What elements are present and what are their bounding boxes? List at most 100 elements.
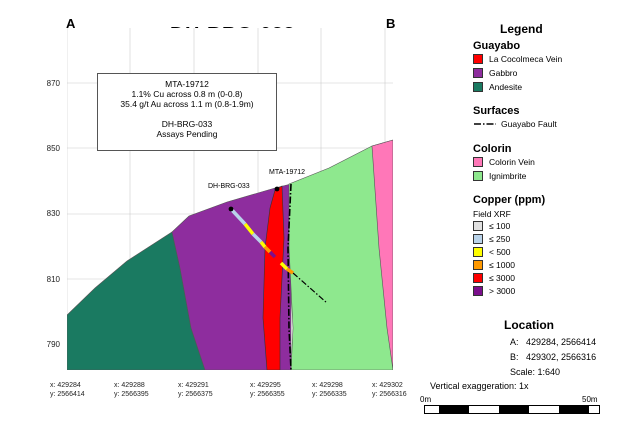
legend-item-label: ≤ 3000 xyxy=(489,273,515,283)
x-tick-northing: y: 2566395 xyxy=(114,391,149,398)
legend-heading-colorin: Colorin xyxy=(473,143,512,155)
section-end-label: B xyxy=(386,16,396,31)
legend-item-label: Andesite xyxy=(489,82,523,92)
x-tick-label: x: 429298 y: 2566335 xyxy=(312,381,347,399)
x-tick-label: x: 429291 y: 2566375 xyxy=(178,381,213,399)
x-tick-label: x: 429295 y: 2566355 xyxy=(250,381,285,399)
x-tick-northing: y: 2566335 xyxy=(312,391,347,398)
la-cocolmeca-vein-unit xyxy=(262,185,285,370)
legend-swatch xyxy=(473,273,483,283)
x-tick-label: x: 429302 y: 2566316 xyxy=(372,381,407,399)
legend-item: Colorin Vein xyxy=(473,157,535,167)
location-heading: Location xyxy=(504,318,554,332)
scale-bar-start-label: 0m xyxy=(420,395,432,404)
drill-collar-marker xyxy=(228,206,234,212)
legend-item: ≤ 250 xyxy=(473,234,510,244)
drill-hole-assays xyxy=(229,207,294,275)
scale-bar xyxy=(424,405,600,414)
assay-segment xyxy=(279,261,289,271)
legend-item: La Cocolmeca Vein xyxy=(473,54,562,64)
info-hole-id: DH-BRG-033 xyxy=(161,119,213,129)
legend-swatch xyxy=(473,221,483,231)
legend-subheading-xrf: Field XRF xyxy=(473,209,511,219)
x-tick-easting: x: 429295 xyxy=(250,382,281,389)
assay-segment xyxy=(263,245,272,254)
legend-swatch xyxy=(473,54,483,64)
legend-item: ≤ 1000 xyxy=(473,260,515,270)
legend-swatch xyxy=(473,157,483,167)
legend-swatch xyxy=(473,260,483,270)
legend-item-label: < 500 xyxy=(489,247,511,257)
x-tick-easting: x: 429291 xyxy=(178,382,209,389)
assay-info-box: MTA-19712 1.1% Cu across 0.8 m (0-0.8) 3… xyxy=(97,73,277,151)
scale-bar-end-label: 50m xyxy=(582,395,598,404)
assay-segment xyxy=(259,240,267,249)
y-tick-label: 830 xyxy=(46,209,60,218)
legend-heading-surfaces: Surfaces xyxy=(473,105,520,117)
y-tick-label: 810 xyxy=(46,275,60,284)
section-start-label: A xyxy=(66,16,76,31)
vertical-exaggeration-text: Vertical exaggeration: 1x xyxy=(430,381,529,391)
legend-item-label: ≤ 1000 xyxy=(489,260,515,270)
info-au-result: 35.4 g/t Au across 1.1 m (0.8-1.9m) xyxy=(120,99,254,109)
legend-item-label: Gabbro xyxy=(489,68,518,78)
assay-segment xyxy=(268,250,277,259)
fault-line-symbol xyxy=(474,123,496,125)
legend-item: < 500 xyxy=(473,247,511,257)
legend-item: Ignimbrite xyxy=(473,171,526,181)
assay-segment xyxy=(251,232,263,244)
y-tick-label: 850 xyxy=(46,144,60,153)
location-b-label: B: xyxy=(510,352,519,362)
location-a-label: A: xyxy=(510,337,519,347)
legend-swatch xyxy=(473,247,483,257)
legend-heading-guayabo: Guayabo xyxy=(473,40,521,52)
legend-item-label: La Cocolmeca Vein xyxy=(489,54,563,64)
x-tick-easting: x: 429298 xyxy=(312,382,343,389)
legend-item: ≤ 3000 xyxy=(473,273,515,283)
legend-swatch xyxy=(473,286,483,296)
surface-sample-label: MTA-19712 xyxy=(269,169,306,176)
info-cu-result: 1.1% Cu across 0.8 m (0-0.8) xyxy=(131,89,243,99)
legend-item: Gabbro xyxy=(473,68,517,78)
cross-section-plot xyxy=(67,28,393,370)
legend-swatch xyxy=(473,68,483,78)
guayabo-fault-line xyxy=(287,183,292,370)
assay-segment xyxy=(286,267,294,275)
legend-item-label: Ignimbrite xyxy=(489,171,527,181)
ignimbrite-unit xyxy=(288,139,393,370)
legend-swatch xyxy=(473,82,483,92)
info-sample-id: MTA-19712 xyxy=(165,79,209,89)
colorin-vein-unit xyxy=(371,139,393,370)
x-tick-easting: x: 429288 xyxy=(114,382,145,389)
legend-item-label: ≤ 100 xyxy=(489,221,511,231)
assay-segment xyxy=(229,207,247,226)
legend-item-label: > 3000 xyxy=(489,286,516,296)
legend-item-label: Guayabo Fault xyxy=(501,119,557,129)
legend-title: Legend xyxy=(500,22,543,36)
assay-segment xyxy=(243,222,255,236)
scale-text: Scale: 1:640 xyxy=(510,367,561,377)
drill-hole-trace xyxy=(292,272,328,304)
legend-item-label: ≤ 250 xyxy=(489,234,511,244)
x-tick-easting: x: 429302 xyxy=(372,382,403,389)
location-b-value: 429302, 2566316 xyxy=(526,352,597,362)
y-tick-label: 790 xyxy=(46,340,60,349)
legend-swatch xyxy=(473,234,483,244)
assay-segment xyxy=(273,255,283,265)
legend-item: ≤ 100 xyxy=(473,221,510,231)
legend-item: > 3000 xyxy=(473,286,515,296)
legend-item: Andesite xyxy=(473,82,522,92)
x-tick-northing: y: 2566414 xyxy=(50,391,85,398)
x-tick-northing: y: 2566316 xyxy=(372,391,407,398)
x-tick-label: x: 429284 y: 2566414 xyxy=(50,381,85,399)
surface-sample-marker xyxy=(274,186,280,192)
x-tick-easting: x: 429284 xyxy=(50,382,81,389)
drill-collar-label: DH-BRG-033 xyxy=(208,183,250,190)
legend-swatch xyxy=(473,171,483,181)
location-a-value: 429284, 2566414 xyxy=(526,337,597,347)
legend-item: Guayabo Fault xyxy=(473,119,557,129)
x-tick-northing: y: 2566375 xyxy=(178,391,213,398)
x-tick-label: x: 429288 y: 2566395 xyxy=(114,381,149,399)
y-tick-label: 870 xyxy=(46,79,60,88)
x-tick-northing: y: 2566355 xyxy=(250,391,285,398)
